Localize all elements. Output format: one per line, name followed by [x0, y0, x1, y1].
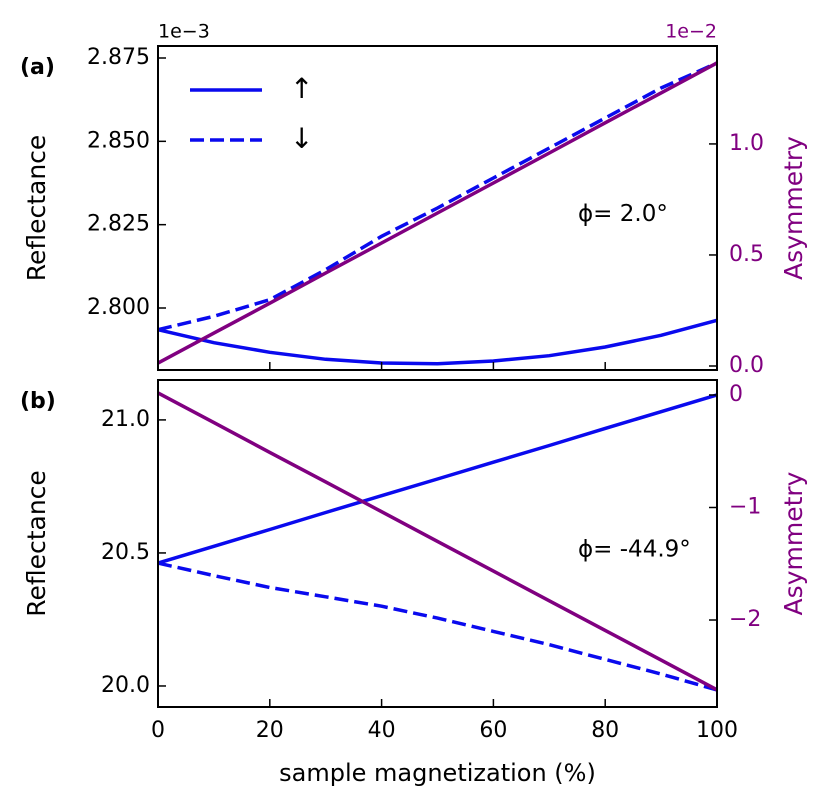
legend-label: ↓ — [290, 122, 313, 155]
y-tick-label: 2.875 — [87, 45, 150, 70]
y2-tick-label: 1.0 — [729, 131, 764, 156]
legend-label: ↑ — [290, 72, 313, 105]
series-line — [157, 61, 718, 332]
x-tick-label: 100 — [696, 718, 738, 743]
annotation: ϕ= 2.0° — [578, 201, 668, 227]
y-tick-label: 21.0 — [101, 407, 150, 432]
y-tick-label: 20.5 — [101, 540, 150, 565]
axes-frame — [157, 379, 718, 708]
x-tick-label: 40 — [368, 718, 396, 743]
y2-axis-label: Asymmetry — [779, 471, 808, 615]
y-offset-label: 1e−3 — [158, 21, 210, 43]
series-line — [157, 61, 718, 365]
annotation: ϕ= -44.9° — [578, 537, 691, 563]
y-tick-label: 2.825 — [87, 212, 150, 237]
series-line — [157, 318, 718, 366]
x-tick-label: 80 — [591, 718, 619, 743]
panel-label: (a) — [20, 55, 55, 80]
series-line — [157, 561, 718, 692]
y-axis-label: Reflectance — [22, 135, 51, 282]
axes-frame — [157, 45, 718, 371]
x-tick-label: 60 — [479, 718, 507, 743]
y2-tick-label: 0.0 — [729, 353, 764, 378]
y-tick-label: 2.850 — [87, 128, 150, 153]
series-line — [157, 391, 718, 692]
panel-label: (b) — [20, 389, 56, 414]
series-line — [157, 393, 718, 565]
y2-tick-label: −2 — [729, 607, 761, 632]
y2-tick-label: −1 — [729, 494, 761, 519]
x-tick-label: 0 — [151, 718, 165, 743]
y2-offset-label: 1e−2 — [665, 21, 717, 43]
y-axis-label: Reflectance — [22, 470, 51, 617]
y2-tick-label: 0.5 — [729, 242, 764, 267]
y-tick-label: 20.0 — [101, 673, 150, 698]
x-axis-label: sample magnetization (%) — [279, 759, 596, 787]
y2-tick-label: 0 — [729, 382, 743, 407]
y2-axis-label: Asymmetry — [779, 136, 808, 280]
x-tick-label: 20 — [256, 718, 284, 743]
y-tick-label: 2.800 — [87, 295, 150, 320]
